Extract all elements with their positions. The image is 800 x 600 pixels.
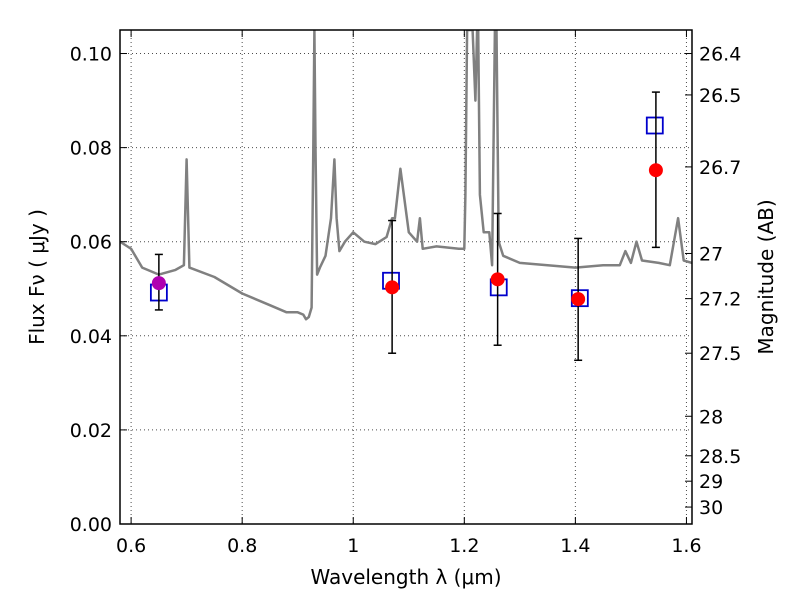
x-tick-label: 1 xyxy=(347,535,359,557)
x-tick-label: 0.8 xyxy=(227,535,257,557)
y2-axis-label: Magnitude (AB) xyxy=(754,199,778,354)
y-axis-label: Flux Fν ( μJy ) xyxy=(25,209,49,345)
observed-point xyxy=(648,163,663,178)
y2-tick-label: 28.5 xyxy=(699,446,741,468)
y-tick-label: 0.04 xyxy=(70,326,112,348)
x-tick-label: 1.4 xyxy=(560,535,590,557)
y2-tick-label: 26.7 xyxy=(699,157,741,179)
model-point-square xyxy=(645,116,664,135)
y2-tick-label: 27 xyxy=(699,243,723,265)
y-tick-label: 0.06 xyxy=(70,232,112,254)
plot-frame xyxy=(119,29,693,525)
observed-point xyxy=(385,280,400,295)
y-tick-label: 0.10 xyxy=(70,44,112,66)
y2-tick-label: 26.5 xyxy=(699,85,741,107)
x-tick-label: 1.2 xyxy=(449,535,479,557)
x-tick-label: 1.6 xyxy=(671,535,701,557)
y-tick-label: 0.02 xyxy=(70,420,112,442)
y2-tick-label: 27.5 xyxy=(699,343,741,365)
y-tick-label: 0.00 xyxy=(70,514,112,536)
plot-area xyxy=(120,30,692,362)
axis-ticks: 0.6 0.8 1 1.2 1.4 1.6 0.00 0.02 0.04 0.06 0.08 0.10… xyxy=(70,30,741,557)
y2-tick-label: 28 xyxy=(699,406,723,428)
observed-point xyxy=(571,292,586,307)
y2-tick-label: 26.4 xyxy=(699,44,741,66)
y2-tick-label: 30 xyxy=(699,497,723,519)
x-axis-label: Wavelength λ (μm) xyxy=(310,565,501,589)
y2-tick-label: 27.2 xyxy=(699,289,741,311)
observed-point xyxy=(490,272,505,287)
x-tick-label: 0.6 xyxy=(116,535,146,557)
y2-tick-label: 29 xyxy=(699,471,723,493)
y-tick-label: 0.08 xyxy=(70,138,112,160)
model-spectrum-line xyxy=(120,30,692,321)
observed-optical-point xyxy=(151,276,166,291)
